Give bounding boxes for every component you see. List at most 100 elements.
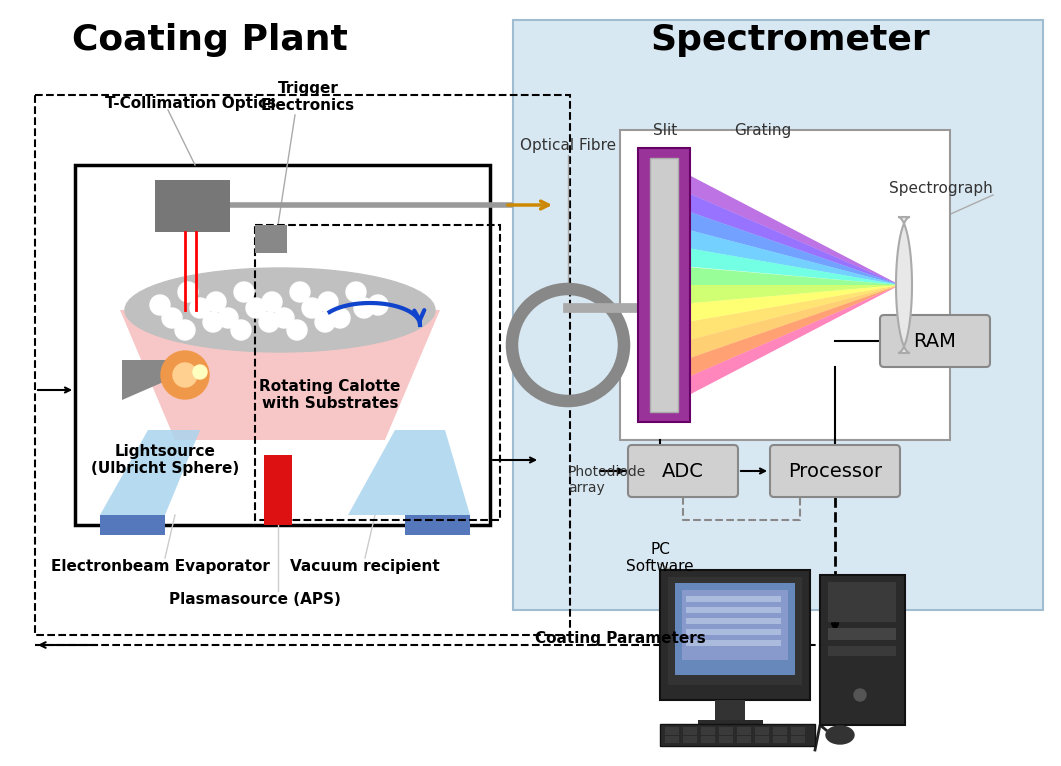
Polygon shape (664, 203, 900, 285)
Circle shape (274, 308, 294, 328)
Circle shape (178, 282, 198, 302)
Ellipse shape (125, 268, 435, 352)
Text: Grating: Grating (734, 123, 792, 138)
Text: T-Collimation Optics: T-Collimation Optics (105, 96, 276, 110)
Circle shape (193, 365, 207, 379)
Circle shape (315, 312, 335, 332)
Text: Vacuum recipient: Vacuum recipient (290, 559, 440, 574)
Bar (665, 727, 679, 735)
Text: Lightsource
(Ulbricht Sphere): Lightsource (Ulbricht Sphere) (91, 444, 239, 476)
Bar (715, 700, 745, 722)
Circle shape (234, 282, 254, 302)
Circle shape (190, 298, 210, 318)
Bar (660, 570, 810, 700)
Bar (620, 130, 950, 440)
Bar (719, 727, 733, 735)
Bar (686, 618, 781, 624)
Circle shape (246, 298, 266, 318)
Bar (668, 577, 802, 685)
FancyBboxPatch shape (770, 445, 900, 497)
Polygon shape (664, 285, 900, 408)
Bar (264, 455, 292, 525)
Polygon shape (100, 430, 201, 515)
Bar (701, 736, 715, 743)
Bar (650, 158, 678, 412)
Circle shape (330, 308, 350, 328)
Bar (792, 727, 805, 735)
FancyBboxPatch shape (880, 315, 990, 367)
Polygon shape (664, 224, 900, 285)
Bar (514, 20, 1043, 610)
Circle shape (173, 363, 197, 387)
Bar (255, 225, 500, 520)
Circle shape (150, 295, 170, 315)
Polygon shape (664, 182, 900, 285)
Bar (828, 628, 895, 640)
Bar (683, 736, 697, 743)
Bar (155, 180, 230, 232)
Bar (701, 727, 715, 735)
Bar (686, 640, 781, 646)
Polygon shape (664, 285, 900, 306)
Polygon shape (120, 310, 440, 440)
Text: Spectrometer: Spectrometer (650, 23, 929, 57)
Bar (737, 727, 751, 735)
Bar (683, 727, 697, 735)
Text: ADC: ADC (662, 461, 703, 480)
Circle shape (161, 351, 209, 399)
Text: Spectrograph: Spectrograph (889, 181, 993, 195)
Circle shape (218, 308, 238, 328)
Polygon shape (664, 162, 900, 285)
Circle shape (286, 320, 307, 340)
Polygon shape (664, 244, 900, 285)
Bar (405, 515, 470, 535)
Bar (665, 736, 679, 743)
Circle shape (162, 308, 182, 328)
Polygon shape (664, 285, 900, 367)
Text: Photodiode
array: Photodiode array (568, 465, 646, 495)
Circle shape (203, 312, 223, 332)
Bar (686, 607, 781, 613)
Bar (686, 596, 781, 602)
Polygon shape (348, 430, 470, 515)
Bar (792, 736, 805, 743)
Bar (638, 148, 690, 422)
Circle shape (259, 312, 279, 332)
Text: Plasmasource (APS): Plasmasource (APS) (169, 592, 341, 607)
Bar (75, 165, 490, 525)
Bar (737, 736, 751, 743)
Bar (820, 575, 905, 725)
Bar (660, 724, 815, 746)
Polygon shape (664, 285, 900, 346)
Bar (35, 95, 570, 635)
Circle shape (290, 282, 310, 302)
Bar (698, 720, 763, 732)
Bar (686, 629, 781, 635)
Circle shape (262, 292, 282, 312)
Text: RAM: RAM (914, 332, 956, 351)
Bar (675, 583, 795, 675)
Bar (828, 582, 895, 622)
Bar (755, 727, 769, 735)
Bar (755, 736, 769, 743)
Text: Slit: Slit (653, 123, 677, 138)
Text: Electronbeam Evaporator: Electronbeam Evaporator (51, 559, 269, 574)
Bar (100, 515, 166, 535)
Polygon shape (895, 217, 912, 353)
Polygon shape (664, 285, 900, 388)
Text: Coating Parameters: Coating Parameters (535, 630, 706, 646)
Text: Rotating Calotte
with Substrates: Rotating Calotte with Substrates (259, 379, 401, 411)
Circle shape (175, 320, 195, 340)
Circle shape (854, 689, 866, 701)
FancyBboxPatch shape (628, 445, 738, 497)
Bar (255, 225, 286, 253)
Circle shape (354, 298, 373, 318)
Ellipse shape (827, 726, 854, 744)
Circle shape (368, 295, 388, 315)
Text: PC
Software: PC Software (626, 542, 694, 574)
Circle shape (206, 292, 226, 312)
Bar (682, 590, 788, 660)
Circle shape (231, 320, 251, 340)
Text: Trigger
Electronics: Trigger Electronics (261, 80, 355, 113)
Bar (828, 646, 895, 656)
